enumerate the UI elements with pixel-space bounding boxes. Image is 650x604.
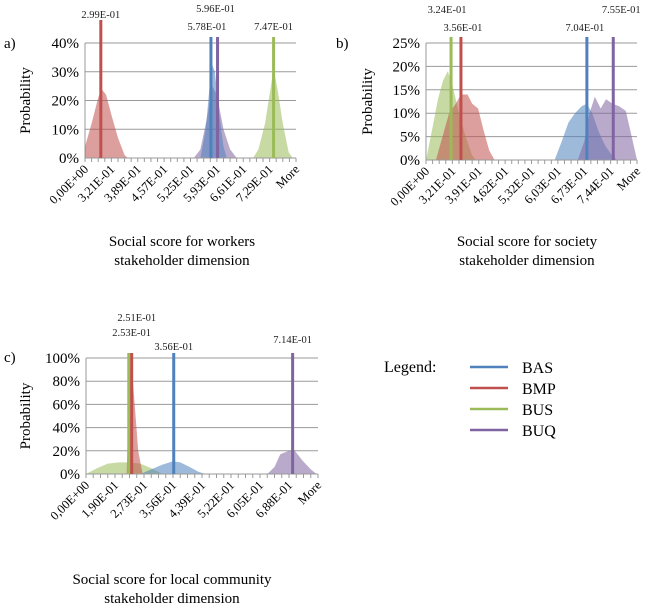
mean-label-bmp: 2.53E-01: [112, 328, 151, 339]
y-tick-label: 80%: [53, 374, 81, 390]
mean-label-buq: 7.55E-01: [602, 5, 641, 16]
x-tick-label: More: [295, 478, 324, 507]
legend-label-bus: BUS: [522, 402, 553, 419]
mean-label-buq: 5.96E-01: [196, 4, 235, 15]
panel-a: a) 0% 10% 20% 30% 40% Probability 2.99E-01 5.96E…: [4, 4, 302, 269]
y-tick-label: 10%: [393, 106, 421, 122]
y-tick-label: 5%: [400, 130, 420, 146]
x-axis-title: stakeholder dimension: [459, 253, 595, 269]
x-axis-title: Social score for society: [457, 234, 598, 250]
mean-label-bus: 2.51E-01: [117, 313, 156, 324]
legend: Legend: BAS BMP BUS BUQ: [384, 359, 556, 440]
panel-b: b) 0% 5% 10% 15% 20% 25% Probability 3.24E-01 3.5…: [336, 5, 643, 269]
y-tick-label: 0%: [60, 467, 80, 483]
y-tick-label: 20%: [53, 444, 81, 460]
y-tick-label: 15%: [393, 83, 421, 99]
y-axis-label: Probability: [18, 67, 34, 134]
y-tick-label: 30%: [52, 65, 80, 81]
area-bas: [200, 63, 227, 158]
y-axis-label: Probability: [18, 382, 34, 449]
mean-label-bmp: 3.56E-01: [444, 23, 483, 34]
mean-label-buq: 7.14E-01: [273, 335, 312, 346]
y-tick-label: 60%: [53, 397, 81, 413]
y-axis-label: Probability: [360, 68, 376, 135]
y-tick-label: 0%: [59, 151, 79, 167]
y-tick-label: 100%: [45, 351, 80, 367]
mean-label-bas: 3.56E-01: [154, 342, 193, 353]
legend-label-bas: BAS: [522, 360, 553, 377]
x-axis-title: Social score for local community: [72, 572, 272, 588]
y-tick-label: 40%: [53, 421, 81, 437]
area-bmp: [85, 89, 128, 158]
x-tick-label: More: [614, 164, 643, 193]
y-tick-label: 10%: [52, 122, 80, 138]
x-tick-label: More: [273, 162, 302, 191]
mean-label-bus: 7.47E-01: [254, 22, 293, 33]
mean-label-bas: 5.78E-01: [188, 22, 227, 33]
area-bus: [86, 462, 163, 474]
y-tick-label: 20%: [52, 94, 80, 110]
legend-title: Legend:: [384, 359, 436, 376]
panel-label: c): [4, 350, 16, 366]
y-tick-label: 0%: [400, 153, 420, 169]
x-axis-title: stakeholder dimension: [114, 253, 250, 269]
mean-label-bas: 7.04E-01: [565, 23, 604, 34]
area-buq: [577, 96, 637, 160]
mean-label-bus: 3.24E-01: [428, 5, 467, 16]
y-tick-label: 25%: [393, 36, 421, 52]
legend-label-buq: BUQ: [522, 423, 556, 440]
panel-label: a): [4, 36, 16, 52]
mean-label-bmp: 2.99E-01: [81, 10, 120, 21]
panel-c: c) 0% 20% 40% 60% 80% 100% Probability 2.51E-01 2…: [4, 313, 324, 604]
x-axis-title: stakeholder dimension: [104, 591, 240, 604]
x-axis-title: Social score for workers: [109, 234, 255, 250]
panel-label: b): [336, 36, 349, 52]
legend-label-bmp: BMP: [522, 381, 556, 398]
y-tick-label: 20%: [393, 59, 421, 75]
y-tick-label: 40%: [52, 36, 80, 52]
